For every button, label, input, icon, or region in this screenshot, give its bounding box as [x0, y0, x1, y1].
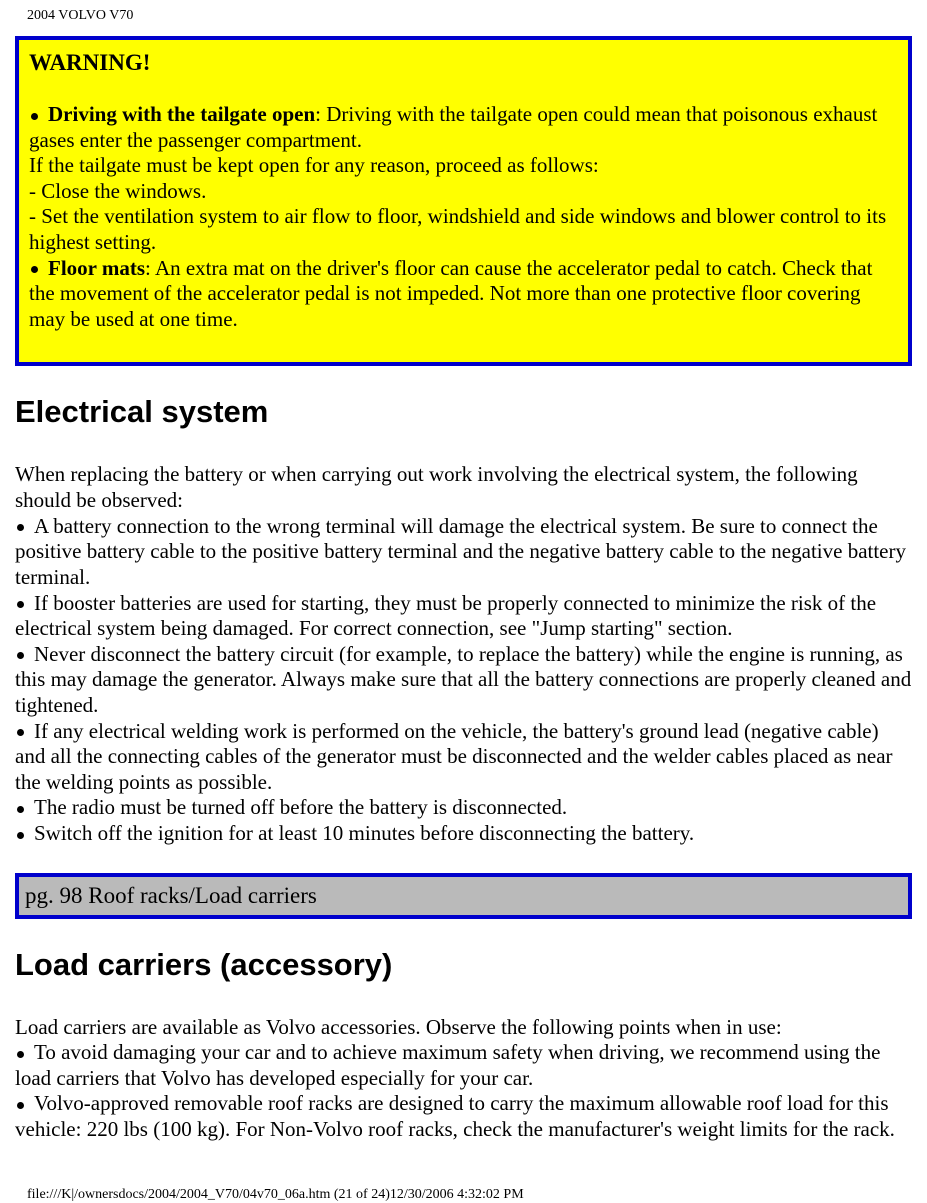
load-carriers-heading: Load carriers (accessory): [15, 947, 912, 983]
load-carriers-body: Load carriers are available as Volvo acc…: [15, 1015, 912, 1143]
page-container: 2004 VOLVO V70 WARNING! Driving with the…: [0, 0, 927, 1203]
bullet-icon: [17, 1051, 24, 1058]
load-carriers-bullet-2: Volvo-approved removable roof racks are …: [15, 1091, 895, 1141]
page-marker: pg. 98 Roof racks/Load carriers: [15, 873, 912, 919]
warning-item-2-text: : An extra mat on the driver's floor can…: [29, 256, 872, 331]
load-carriers-intro: Load carriers are available as Volvo acc…: [15, 1015, 782, 1039]
document-header: 2004 VOLVO V70: [27, 8, 912, 24]
bullet-icon: [17, 729, 24, 736]
warning-line-4: - Set the ventilation system to air flow…: [29, 204, 886, 254]
warning-item-1-label: Driving with the tailgate open: [48, 102, 315, 126]
warning-title: WARNING!: [29, 50, 898, 76]
warning-body: Driving with the tailgate open: Driving …: [29, 102, 898, 332]
electrical-bullet-4: If any electrical welding work is perfor…: [15, 719, 893, 794]
warning-line-3: - Close the windows.: [29, 179, 206, 203]
bullet-icon: [31, 113, 38, 120]
electrical-bullet-3: Never disconnect the battery circuit (fo…: [15, 642, 911, 717]
electrical-bullet-1: A battery connection to the wrong termin…: [15, 514, 906, 589]
bullet-icon: [17, 832, 24, 839]
electrical-bullet-6: Switch off the ignition for at least 10 …: [34, 821, 694, 845]
bullet-icon: [31, 266, 38, 273]
bullet-icon: [17, 1102, 24, 1109]
warning-line-2: If the tailgate must be kept open for an…: [29, 153, 599, 177]
electrical-intro: When replacing the battery or when carry…: [15, 462, 858, 512]
bullet-icon: [17, 524, 24, 531]
bullet-icon: [17, 652, 24, 659]
electrical-bullet-2: If booster batteries are used for starti…: [15, 591, 876, 641]
electrical-bullet-5: The radio must be turned off before the …: [34, 795, 567, 819]
bullet-icon: [17, 806, 24, 813]
footer-text: file:///K|/ownersdocs/2004/2004_V70/04v7…: [27, 1187, 912, 1203]
warning-box: WARNING! Driving with the tailgate open:…: [15, 36, 912, 366]
bullet-icon: [17, 601, 24, 608]
electrical-heading: Electrical system: [15, 394, 912, 430]
warning-item-2-label: Floor mats: [48, 256, 145, 280]
load-carriers-bullet-1: To avoid damaging your car and to achiev…: [15, 1040, 880, 1090]
electrical-body: When replacing the battery or when carry…: [15, 462, 912, 846]
